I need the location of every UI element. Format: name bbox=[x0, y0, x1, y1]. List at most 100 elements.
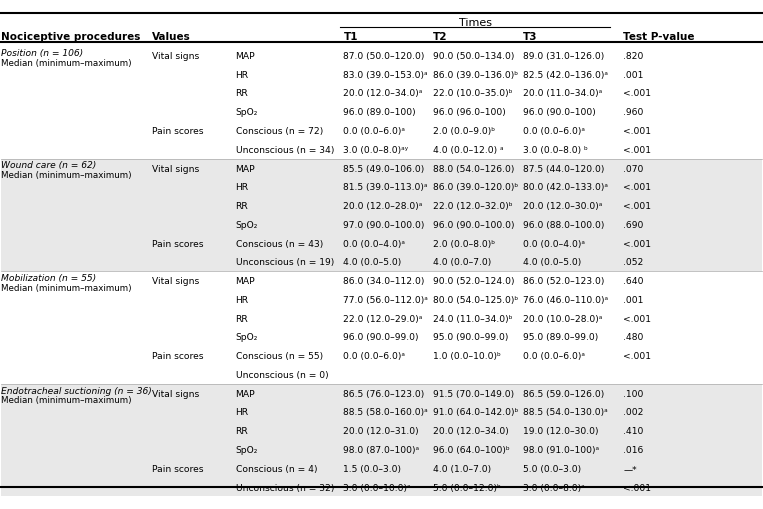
Text: SpO₂: SpO₂ bbox=[236, 333, 258, 342]
Text: <.001: <.001 bbox=[623, 146, 652, 154]
Bar bbox=[2, 478, 761, 496]
Text: 87.5 (44.0–120.0): 87.5 (44.0–120.0) bbox=[523, 164, 604, 173]
Text: Conscious (n = 72): Conscious (n = 72) bbox=[236, 127, 323, 136]
Text: Median (minimum–maximum): Median (minimum–maximum) bbox=[2, 59, 132, 67]
Text: Wound care (n = 62): Wound care (n = 62) bbox=[2, 161, 97, 170]
Text: 96.0 (96.0–100): 96.0 (96.0–100) bbox=[433, 108, 506, 117]
Text: 86.5 (76.0–123.0): 86.5 (76.0–123.0) bbox=[343, 389, 425, 398]
Text: 0.0 (0.0–4.0)ᵃ: 0.0 (0.0–4.0)ᵃ bbox=[523, 239, 585, 248]
Text: <.001: <.001 bbox=[623, 89, 652, 98]
Text: RR: RR bbox=[236, 427, 248, 435]
Text: 4.0 (0.0–7.0): 4.0 (0.0–7.0) bbox=[433, 258, 491, 267]
Text: MAP: MAP bbox=[236, 389, 255, 398]
Text: 86.0 (39.0–136.0)ᵇ: 86.0 (39.0–136.0)ᵇ bbox=[433, 71, 518, 79]
Text: Median (minimum–maximum): Median (minimum–maximum) bbox=[2, 283, 132, 292]
Text: 81.5 (39.0–113.0)ᵃ: 81.5 (39.0–113.0)ᵃ bbox=[343, 183, 428, 192]
Text: RR: RR bbox=[236, 89, 248, 98]
Text: —*: —* bbox=[623, 464, 637, 473]
Text: .100: .100 bbox=[623, 389, 644, 398]
Text: 4.0 (0.0–12.0) ᵃ: 4.0 (0.0–12.0) ᵃ bbox=[433, 146, 504, 154]
Text: 91.5 (70.0–149.0): 91.5 (70.0–149.0) bbox=[433, 389, 514, 398]
Text: 3.0 (0.0–8.0)ᵃʸ: 3.0 (0.0–8.0)ᵃʸ bbox=[343, 146, 409, 154]
Text: HR: HR bbox=[236, 183, 249, 192]
Text: 82.5 (42.0–136.0)ᵃ: 82.5 (42.0–136.0)ᵃ bbox=[523, 71, 608, 79]
Text: 20.0 (12.0–30.0)ᵃ: 20.0 (12.0–30.0)ᵃ bbox=[523, 202, 602, 211]
Text: 0.0 (0.0–6.0)ᵃ: 0.0 (0.0–6.0)ᵃ bbox=[523, 352, 585, 360]
Text: .820: .820 bbox=[623, 52, 644, 61]
Text: MAP: MAP bbox=[236, 52, 255, 61]
Text: 80.0 (54.0–125.0)ᵇ: 80.0 (54.0–125.0)ᵇ bbox=[433, 295, 518, 304]
Text: Nociceptive procedures: Nociceptive procedures bbox=[2, 32, 140, 42]
Text: 1.0 (0.0–10.0)ᵇ: 1.0 (0.0–10.0)ᵇ bbox=[433, 352, 501, 360]
Text: Unconscious (n = 32): Unconscious (n = 32) bbox=[236, 483, 334, 492]
Text: 22.0 (10.0–35.0)ᵇ: 22.0 (10.0–35.0)ᵇ bbox=[433, 89, 513, 98]
Bar bbox=[2, 384, 761, 403]
Text: T1: T1 bbox=[343, 32, 358, 42]
Text: 86.0 (39.0–120.0)ᵇ: 86.0 (39.0–120.0)ᵇ bbox=[433, 183, 518, 192]
Text: Unconscious (n = 0): Unconscious (n = 0) bbox=[236, 370, 328, 379]
Text: 20.0 (12.0–31.0): 20.0 (12.0–31.0) bbox=[343, 427, 419, 435]
Text: Vital signs: Vital signs bbox=[152, 52, 199, 61]
Text: 86.5 (59.0–126.0): 86.5 (59.0–126.0) bbox=[523, 389, 604, 398]
Text: 86.0 (52.0–123.0): 86.0 (52.0–123.0) bbox=[523, 276, 604, 286]
Text: Median (minimum–maximum): Median (minimum–maximum) bbox=[2, 171, 132, 180]
Text: Times: Times bbox=[459, 18, 491, 27]
Text: 20.0 (12.0–34.0)ᵃ: 20.0 (12.0–34.0)ᵃ bbox=[343, 89, 423, 98]
Text: 96.0 (64.0–100)ᵇ: 96.0 (64.0–100)ᵇ bbox=[433, 445, 510, 454]
Text: <.001: <.001 bbox=[623, 352, 652, 360]
Text: 3.0 (0.0–8.0)ᵃ: 3.0 (0.0–8.0)ᵃ bbox=[523, 483, 584, 492]
Text: 4.0 (0.0–5.0): 4.0 (0.0–5.0) bbox=[343, 258, 402, 267]
Text: Mobilization (n = 55): Mobilization (n = 55) bbox=[2, 273, 96, 282]
Text: Unconscious (n = 34): Unconscious (n = 34) bbox=[236, 146, 334, 154]
Text: <.001: <.001 bbox=[623, 127, 652, 136]
Text: 5.0 (0.0–3.0): 5.0 (0.0–3.0) bbox=[523, 464, 581, 473]
Bar bbox=[2, 197, 761, 215]
Text: 20.0 (12.0–28.0)ᵃ: 20.0 (12.0–28.0)ᵃ bbox=[343, 202, 423, 211]
Bar bbox=[2, 253, 761, 272]
Text: 83.0 (39.0–153.0)ᵃ: 83.0 (39.0–153.0)ᵃ bbox=[343, 71, 428, 79]
Text: <.001: <.001 bbox=[623, 483, 652, 492]
Text: Conscious (n = 4): Conscious (n = 4) bbox=[236, 464, 317, 473]
Text: HR: HR bbox=[236, 295, 249, 304]
Text: RR: RR bbox=[236, 202, 248, 211]
Text: 0.0 (0.0–6.0)ᵃ: 0.0 (0.0–6.0)ᵃ bbox=[343, 352, 405, 360]
Text: Pain scores: Pain scores bbox=[152, 127, 204, 136]
Text: .001: .001 bbox=[623, 71, 644, 79]
Bar bbox=[2, 403, 761, 421]
Text: <.001: <.001 bbox=[623, 183, 652, 192]
Text: 4.0 (1.0–7.0): 4.0 (1.0–7.0) bbox=[433, 464, 491, 473]
Text: 2.0 (0.0–9.0)ᵇ: 2.0 (0.0–9.0)ᵇ bbox=[433, 127, 495, 136]
Text: Vital signs: Vital signs bbox=[152, 276, 199, 286]
Text: 88.5 (58.0–160.0)ᵃ: 88.5 (58.0–160.0)ᵃ bbox=[343, 408, 428, 417]
Text: Conscious (n = 55): Conscious (n = 55) bbox=[236, 352, 323, 360]
Text: <.001: <.001 bbox=[623, 239, 652, 248]
Text: 76.0 (46.0–110.0)ᵃ: 76.0 (46.0–110.0)ᵃ bbox=[523, 295, 608, 304]
Text: 4.0 (0.0–5.0): 4.0 (0.0–5.0) bbox=[523, 258, 581, 267]
Text: RR: RR bbox=[236, 314, 248, 323]
Text: Pain scores: Pain scores bbox=[152, 352, 204, 360]
Text: .640: .640 bbox=[623, 276, 644, 286]
Text: Position (n = 106): Position (n = 106) bbox=[2, 49, 83, 58]
Text: .480: .480 bbox=[623, 333, 644, 342]
Text: 97.0 (90.0–100.0): 97.0 (90.0–100.0) bbox=[343, 220, 425, 230]
Text: .690: .690 bbox=[623, 220, 644, 230]
Text: 96.0 (90.0–100): 96.0 (90.0–100) bbox=[523, 108, 596, 117]
Text: Median (minimum–maximum): Median (minimum–maximum) bbox=[2, 395, 132, 405]
Text: HR: HR bbox=[236, 71, 249, 79]
Bar bbox=[2, 459, 761, 478]
Text: 91.0 (64.0–142.0)ᵇ: 91.0 (64.0–142.0)ᵇ bbox=[433, 408, 519, 417]
Text: 90.0 (52.0–124.0): 90.0 (52.0–124.0) bbox=[433, 276, 515, 286]
Text: 88.0 (54.0–126.0): 88.0 (54.0–126.0) bbox=[433, 164, 514, 173]
Text: 19.0 (12.0–30.0): 19.0 (12.0–30.0) bbox=[523, 427, 598, 435]
Text: 20.0 (12.0–34.0): 20.0 (12.0–34.0) bbox=[433, 427, 509, 435]
Text: .960: .960 bbox=[623, 108, 644, 117]
Bar bbox=[2, 440, 761, 459]
Text: Values: Values bbox=[152, 32, 191, 42]
Text: SpO₂: SpO₂ bbox=[236, 445, 258, 454]
Text: 98.0 (91.0–100)ᵃ: 98.0 (91.0–100)ᵃ bbox=[523, 445, 599, 454]
Text: 96.0 (90.0–100.0): 96.0 (90.0–100.0) bbox=[433, 220, 515, 230]
Text: Pain scores: Pain scores bbox=[152, 239, 204, 248]
Text: 96.0 (88.0–100.0): 96.0 (88.0–100.0) bbox=[523, 220, 604, 230]
Text: 0.0 (0.0–6.0)ᵃ: 0.0 (0.0–6.0)ᵃ bbox=[343, 127, 405, 136]
Text: MAP: MAP bbox=[236, 276, 255, 286]
